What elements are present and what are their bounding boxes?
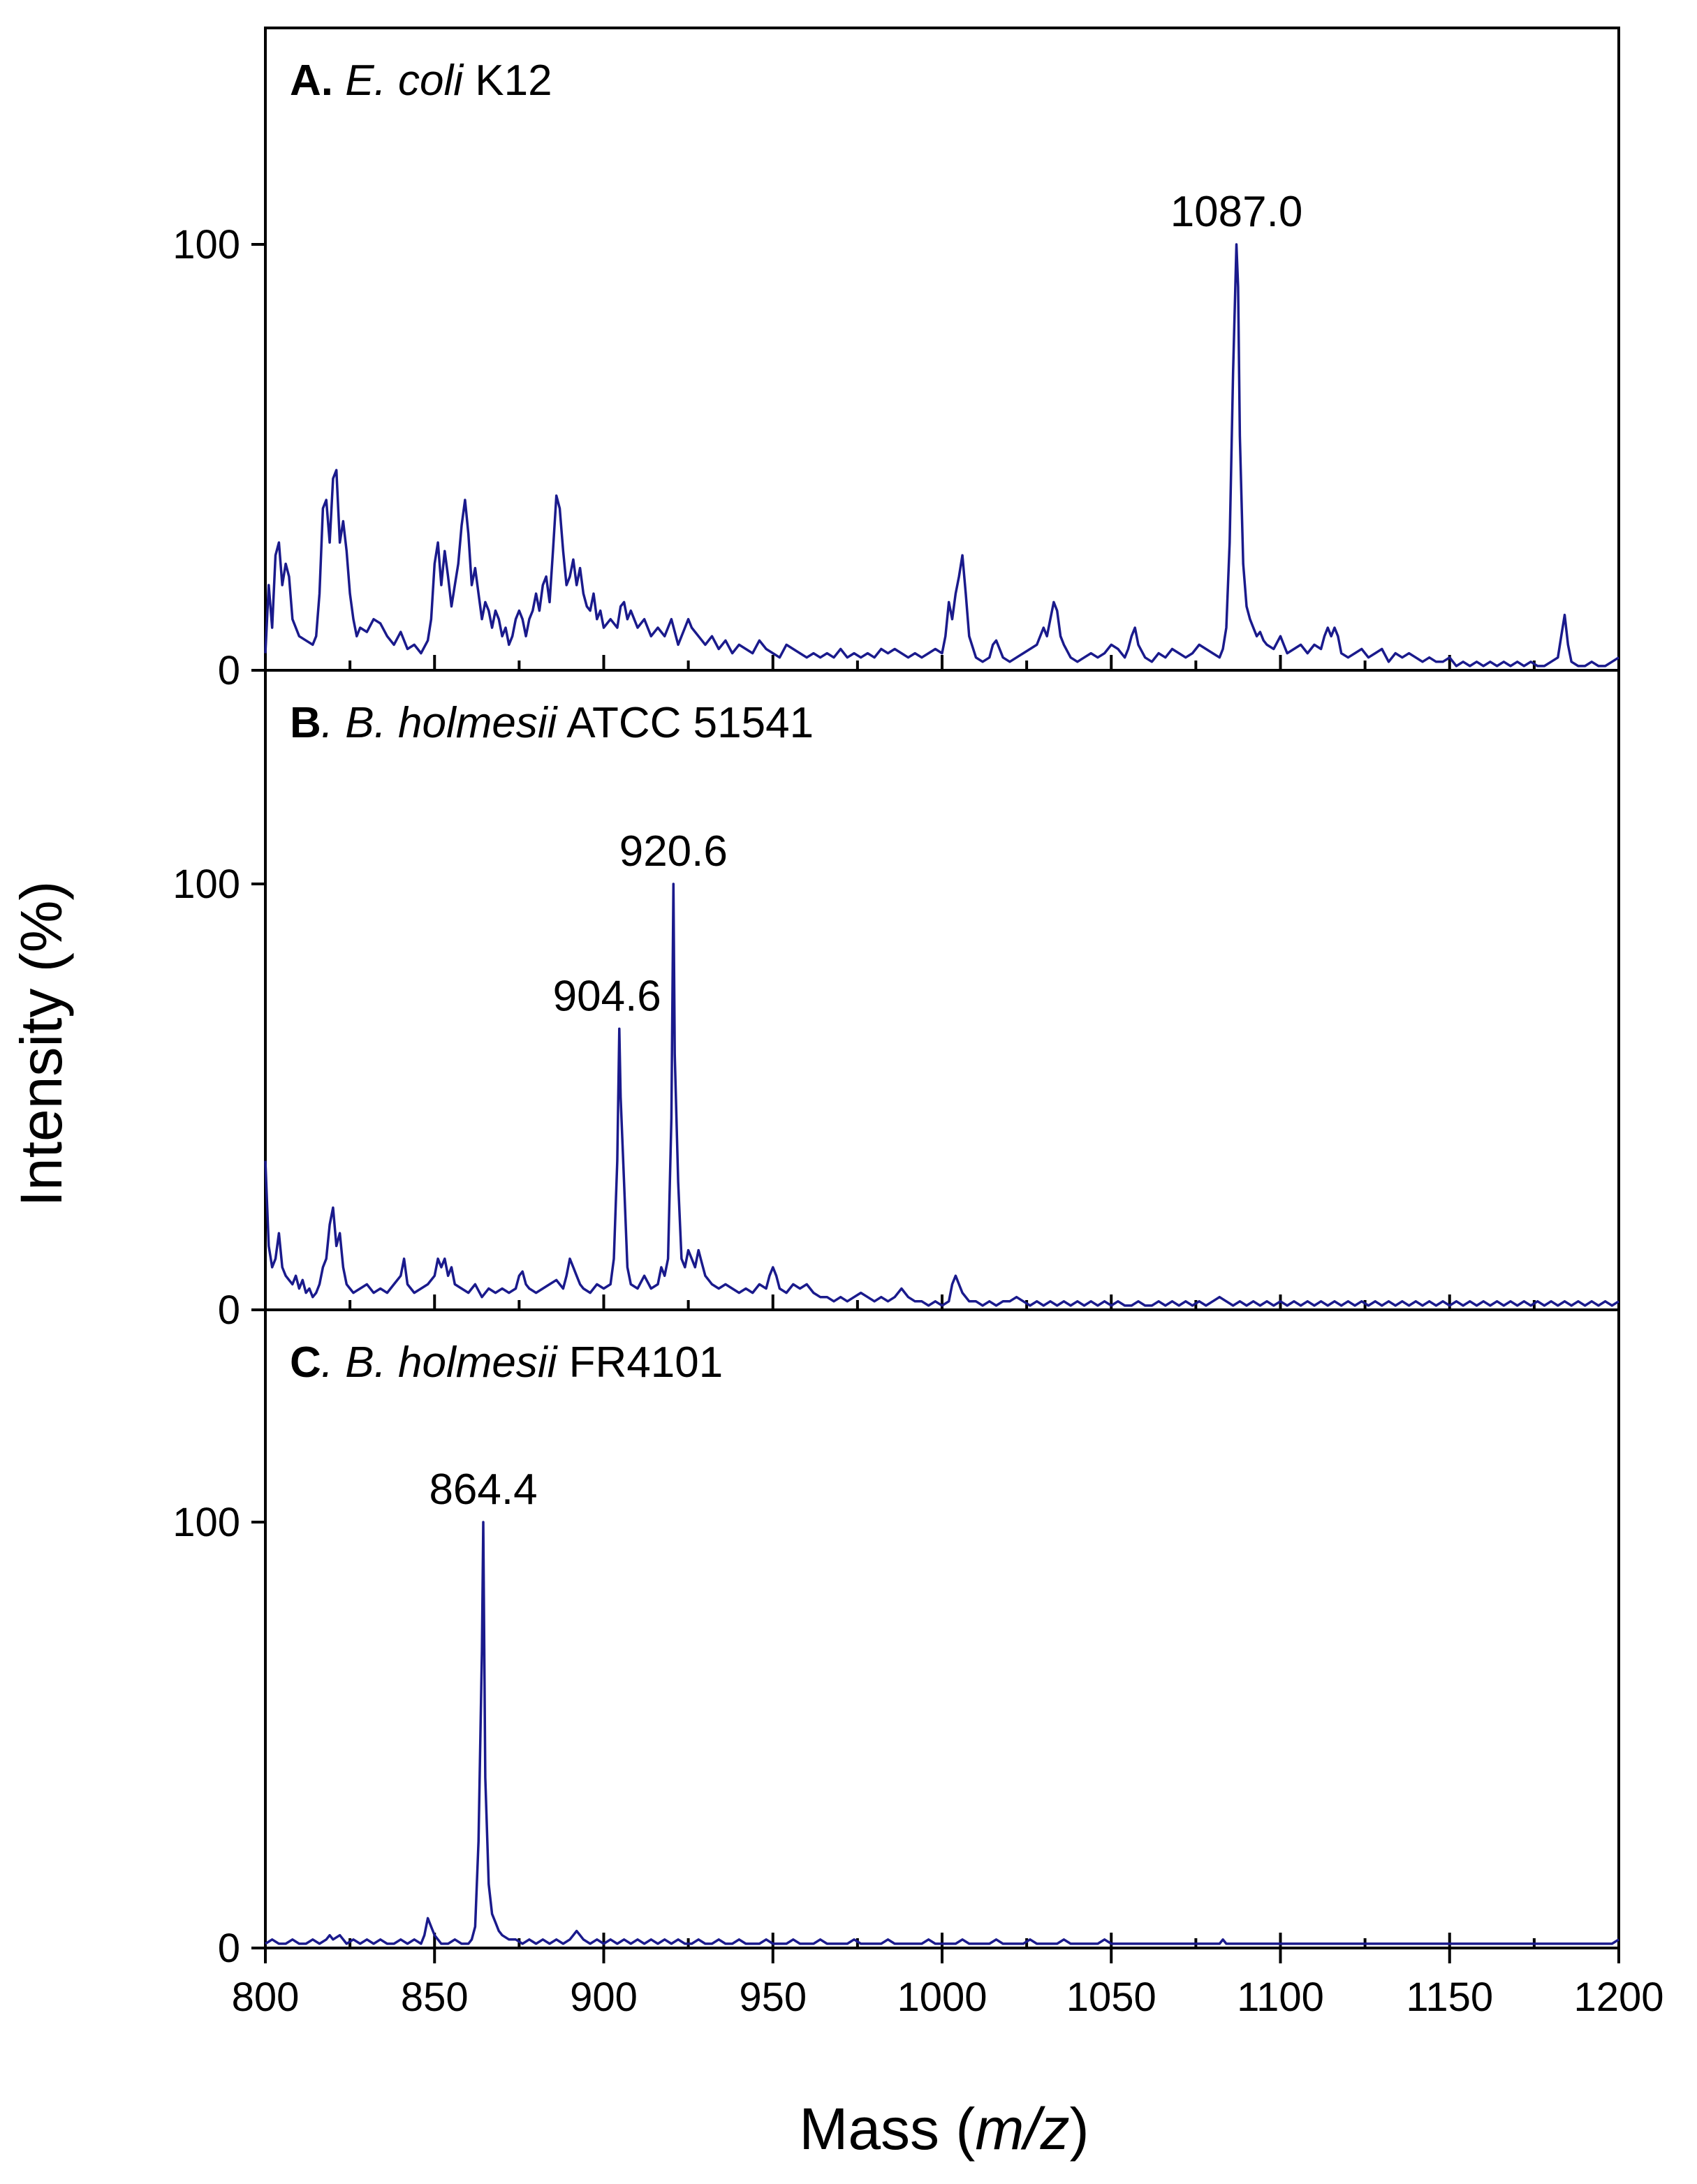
spectrum-line-a [264,243,1619,667]
panel-letter: B [290,699,321,747]
spectrum-line-b [264,883,1619,1307]
panel-species: . B. holmesii [321,699,559,747]
y-tick-label: 100 [172,862,240,907]
panel-label: A. E. coli K12 [290,57,552,105]
x-tick-label: 850 [401,1975,469,2020]
x-tick-label: 1000 [897,1975,987,2020]
panel-species: E. coli [333,57,464,105]
panel-strain: ATCC 51541 [557,699,814,747]
panel-letter: A. [290,57,333,105]
peak-label: 1087.0 [1170,188,1303,236]
panel-label: C. B. holmesii FR4101 [290,1338,723,1387]
x-tick-label: 1050 [1066,1975,1156,2020]
x-axis: 800 850 900 950 1000 1050 1100 1150 1200 [232,1948,1664,2020]
panel-strain: FR4101 [557,1338,723,1387]
panel-strain: K12 [463,57,552,105]
y-tick-label: 100 [172,1500,240,1545]
x-tick-label: 1150 [1406,1975,1493,2020]
x-axis-title-suffix: ) [1070,2096,1089,2162]
x-tick-label: 950 [739,1975,807,2020]
x-tick-label: 1100 [1237,1975,1324,2020]
spectrum-line-c [265,1521,1619,1945]
x-tick-label: 800 [232,1975,300,2020]
peak-label: 864.4 [429,1466,537,1514]
x-axis-title-italic: m/z [975,2096,1069,2162]
x-axis-title: Mass (m/z) [799,2096,1089,2162]
y-tick-label: 0 [218,1926,240,1971]
panel-letter: C [290,1338,321,1387]
y-tick-label: 100 [172,222,240,267]
panel-species: . B. holmesii [321,1338,559,1387]
peak-label: 904.6 [553,972,661,1020]
x-tick-label: 900 [570,1975,638,2020]
x-axis-title-prefix: Mass ( [799,2096,975,2162]
y-tick-label: 0 [218,1287,240,1333]
y-axis-title: Intensity (%) [8,881,74,1207]
y-tick-label: 0 [218,648,240,693]
x-tick-label: 1200 [1573,1975,1663,2020]
panel-label: B. B. holmesii ATCC 51541 [290,699,814,747]
panel-b: 0 100 B. B. holmesii ATCC 51541 904.6 920.6 [172,669,1620,1333]
peak-label: 920.6 [619,827,728,876]
